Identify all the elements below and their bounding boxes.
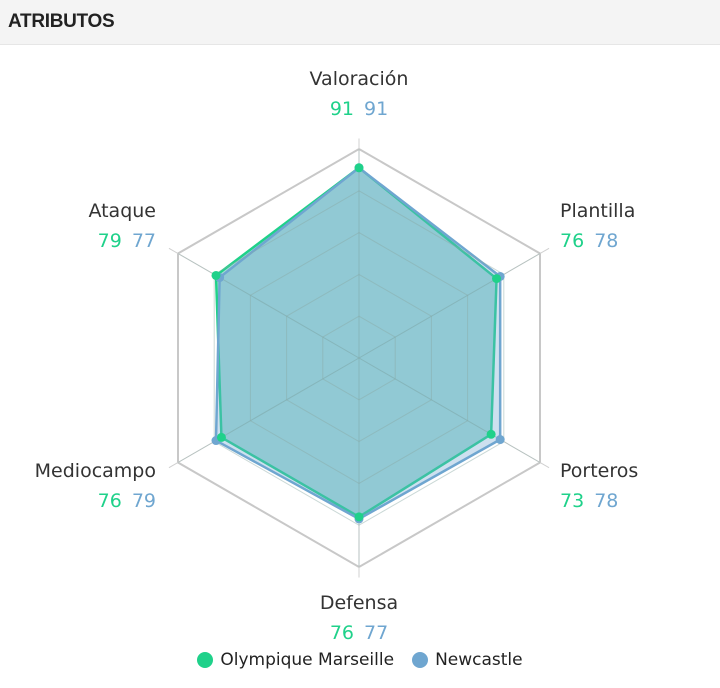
value-0: 91 <box>330 98 354 120</box>
data-point <box>216 432 226 442</box>
grid-ring <box>322 315 396 401</box>
axis-label: Valoración <box>310 68 409 90</box>
series-area-1 <box>214 166 502 521</box>
axis-label: Ataque <box>88 200 156 222</box>
value-0: 73 <box>560 490 584 512</box>
grid-ring <box>249 232 469 484</box>
grid-spoke-inner <box>177 357 360 463</box>
axis-values: 76 79 <box>98 490 156 512</box>
value-1: 78 <box>594 230 618 252</box>
axis-label: Plantilla <box>560 200 635 222</box>
grid-spoke-inner <box>358 357 541 463</box>
value-0: 76 <box>98 490 122 512</box>
value-1: 91 <box>364 98 388 120</box>
value-0: 76 <box>560 230 584 252</box>
axis-values: 76 77 <box>330 622 388 644</box>
legend-label: Newcastle <box>435 650 523 670</box>
axis-label: Mediocampo <box>35 460 156 482</box>
value-1: 78 <box>594 490 618 512</box>
value-1: 77 <box>132 230 156 252</box>
section-header: ATRIBUTOS <box>0 0 720 45</box>
legend: Olympique Marseille Newcastle <box>0 650 720 670</box>
axis-values: 73 78 <box>560 490 618 512</box>
value-0: 79 <box>98 230 122 252</box>
value-1: 79 <box>132 490 156 512</box>
grid-spoke-inner <box>358 253 541 359</box>
data-point <box>354 512 364 522</box>
data-point <box>486 429 496 439</box>
axis-values: 91 91 <box>330 98 388 120</box>
axis-label: Porteros <box>560 460 638 482</box>
axis-label: Defensa <box>320 592 398 614</box>
legend-label: Olympique Marseille <box>220 650 395 670</box>
grid-spoke-inner <box>177 253 360 359</box>
grid-ring <box>286 273 432 443</box>
data-point <box>495 435 505 445</box>
value-0: 76 <box>330 622 354 644</box>
legend-item-newcastle[interactable]: Newcastle <box>412 650 523 670</box>
value-1: 77 <box>364 622 388 644</box>
data-point <box>211 270 221 280</box>
legend-item-marseille[interactable]: Olympique Marseille <box>197 650 394 670</box>
legend-dot-newcastle <box>412 652 429 668</box>
axis-values: 76 78 <box>560 230 618 252</box>
legend-dot-marseille <box>197 652 214 668</box>
axis-values: 79 77 <box>98 230 156 252</box>
section-title: ATRIBUTOS <box>8 11 115 32</box>
data-point <box>354 163 364 173</box>
data-point <box>492 274 502 284</box>
